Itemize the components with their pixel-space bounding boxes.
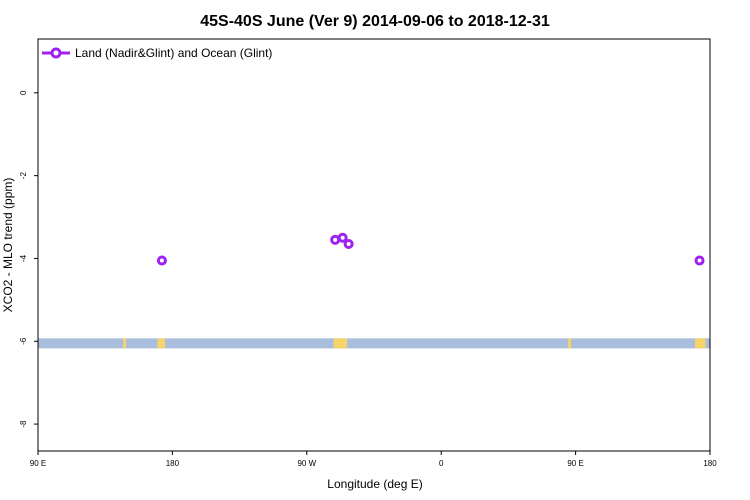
land-segment — [123, 338, 127, 349]
plot-frame — [37, 38, 711, 452]
data-point — [330, 234, 341, 245]
data-point — [694, 255, 705, 266]
data-point — [337, 232, 348, 243]
legend-marker — [50, 47, 62, 59]
x-tick-label: 90 E — [30, 459, 46, 468]
land-segment — [333, 338, 348, 349]
x-tick-label: 0 — [439, 459, 444, 468]
data-point — [343, 238, 354, 249]
land-segment — [157, 338, 165, 349]
y-tick-label: 0 — [19, 90, 28, 95]
chart-title: 45S-40S June (Ver 9) 2014-09-06 to 2018-… — [200, 13, 550, 30]
legend-entry: Land (Nadir&Glint) and Ocean (Glint) — [75, 46, 272, 60]
land-segment — [695, 338, 706, 349]
y-tick-label: -8 — [19, 420, 28, 428]
y-tick-label: -6 — [19, 337, 28, 345]
x-tick-label: 90 W — [297, 459, 316, 468]
axis-ticks: 90 E 180 90 W 0 90 E 180 0 -2 -4 -6 -8 — [19, 90, 717, 468]
y-axis-label: XCO2 - MLO trend (ppm) — [1, 178, 15, 313]
x-axis-label: Longitude (deg E) — [327, 477, 422, 491]
x-tick-label: 180 — [166, 459, 180, 468]
data-point — [156, 255, 167, 266]
x-tick-label: 90 E — [567, 459, 583, 468]
map-strip — [38, 338, 710, 349]
y-tick-label: -4 — [19, 254, 28, 262]
data-points — [156, 232, 705, 266]
land-segment — [568, 338, 572, 349]
x-tick-label: 180 — [703, 459, 717, 468]
legend: Land (Nadir&Glint) and Ocean (Glint) — [42, 46, 272, 60]
ocean-band — [38, 338, 710, 349]
y-tick-label: -2 — [19, 172, 28, 180]
